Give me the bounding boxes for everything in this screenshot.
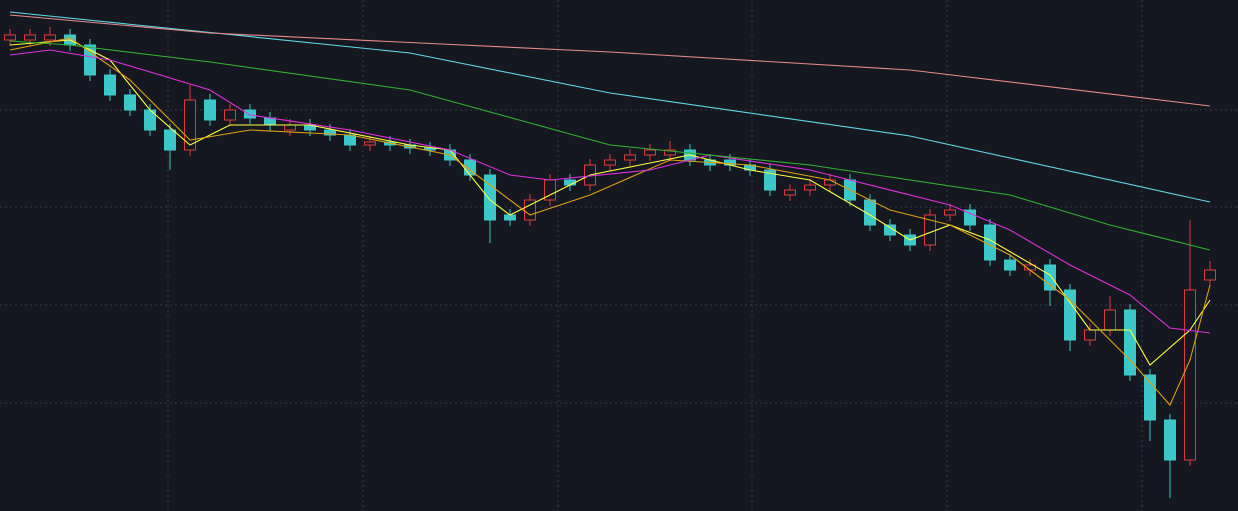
moving-average-line — [9, 37, 1211, 407]
candle-body — [344, 134, 356, 146]
candle-body — [664, 149, 676, 156]
candle-body — [944, 209, 956, 216]
candle-body — [964, 209, 976, 226]
candle-body — [484, 174, 496, 221]
candle-body — [524, 199, 536, 221]
candle-body — [324, 129, 336, 136]
candle-body — [1004, 259, 1016, 271]
candle-body — [1144, 374, 1156, 421]
candle-body — [184, 99, 196, 151]
candle-body — [1164, 419, 1176, 461]
candle-body — [504, 214, 516, 221]
candle-body — [164, 129, 176, 151]
candle-body — [624, 154, 636, 161]
candle-body — [104, 74, 116, 96]
moving-average-line — [9, 14, 1211, 107]
candle-body — [84, 44, 96, 76]
moving-average-line — [9, 40, 1211, 251]
candle-body — [884, 224, 896, 236]
candle-body — [1184, 289, 1196, 461]
candle-body — [644, 149, 656, 156]
candle-body — [284, 124, 296, 131]
candle-body — [604, 159, 616, 166]
candle-body — [1204, 269, 1216, 281]
candle-body — [204, 99, 216, 121]
candle-body — [24, 34, 36, 41]
candle-body — [224, 109, 236, 121]
candle-body — [784, 189, 796, 196]
candle-body — [244, 109, 256, 119]
candle-body — [1104, 309, 1116, 331]
candle-body — [4, 34, 16, 41]
candle-body — [1084, 329, 1096, 341]
moving-average-line — [9, 39, 1211, 366]
candle-body — [1044, 264, 1056, 291]
candle-body — [1124, 309, 1136, 376]
candle-body — [764, 169, 776, 191]
moving-average-line — [9, 49, 1211, 334]
candle-body — [364, 141, 376, 146]
candle-body — [804, 184, 816, 191]
candle-body — [124, 94, 136, 111]
candle-body — [44, 34, 56, 41]
moving-average-line — [9, 11, 1211, 203]
candle-body — [1064, 289, 1076, 341]
